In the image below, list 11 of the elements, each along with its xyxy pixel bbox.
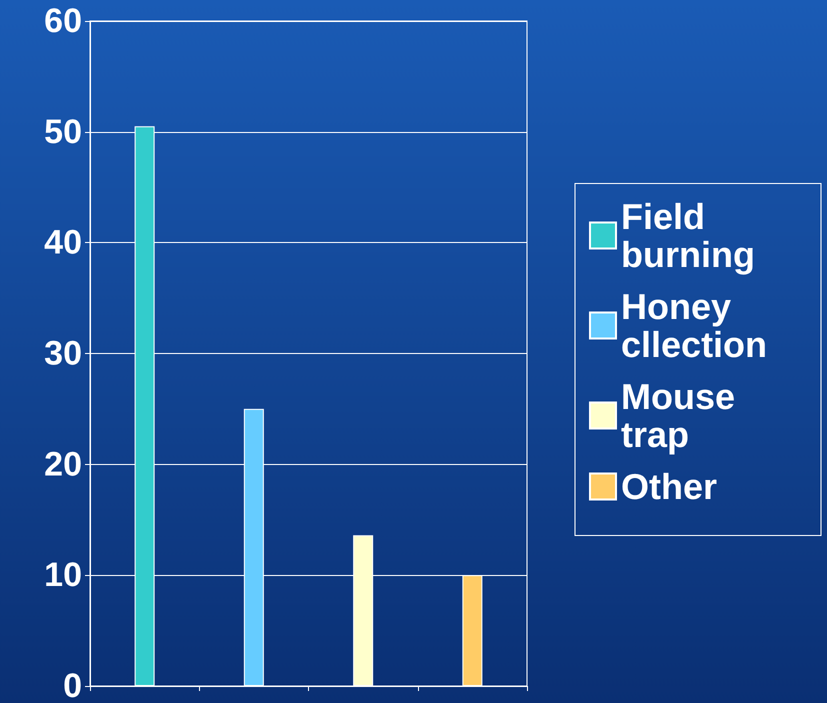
y-tick-label: 30 (44, 334, 82, 372)
legend-label: Field burning (621, 196, 755, 275)
y-tick-label: 40 (44, 224, 82, 262)
y-tick-label: 20 (44, 445, 82, 484)
legend-label: Other (621, 466, 718, 507)
legend-label: Honey cllection (621, 286, 768, 365)
y-tick-label: 0 (63, 667, 82, 703)
y-tick-label: 50 (44, 112, 82, 151)
y-tick-label: 10 (44, 556, 82, 594)
legend-label: Mouse trap (621, 376, 746, 455)
y-tick-label: 60 (44, 2, 82, 40)
